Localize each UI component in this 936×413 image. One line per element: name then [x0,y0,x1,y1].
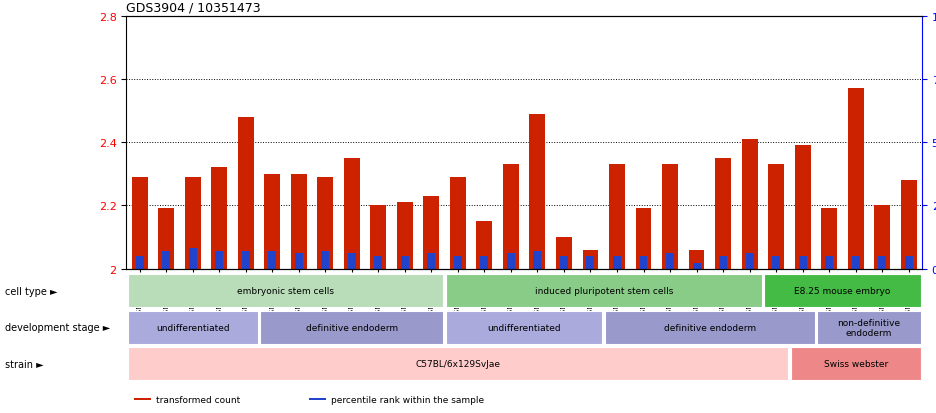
Bar [295,254,302,269]
Bar [158,209,174,269]
Bar [636,209,651,269]
Bar [848,89,864,269]
Text: development stage ►: development stage ► [5,323,110,332]
Bar [662,165,678,269]
Bar [264,174,280,269]
Bar [768,165,784,269]
Text: E8.25 mouse embryo: E8.25 mouse embryo [795,287,890,296]
Text: definitive endoderm: definitive endoderm [664,323,756,332]
Bar [348,254,356,269]
Bar [241,251,250,269]
Bar [826,256,833,269]
Bar [215,251,223,269]
FancyBboxPatch shape [817,311,921,344]
Bar [556,237,572,269]
Text: cell type ►: cell type ► [5,286,57,296]
Bar [613,256,621,269]
Bar [582,250,598,269]
Text: GDS3904 / 10351473: GDS3904 / 10351473 [126,2,261,14]
Bar [423,196,439,269]
Bar [454,256,461,269]
Text: transformed count: transformed count [155,394,240,404]
Bar [821,209,837,269]
FancyBboxPatch shape [446,275,762,308]
Bar [371,206,387,269]
Bar [772,256,780,269]
Bar [189,249,197,269]
Bar [741,140,757,269]
Bar [135,398,151,400]
Bar [795,146,811,269]
Bar [534,251,541,269]
Bar [401,256,409,269]
Bar [480,256,489,269]
Text: Swiss webster: Swiss webster [824,359,887,368]
Bar [310,398,326,400]
Bar [587,256,594,269]
Bar [317,178,333,269]
FancyBboxPatch shape [260,311,444,344]
Bar [666,254,674,269]
Text: percentile rank within the sample: percentile rank within the sample [330,394,484,404]
Text: C57BL/6x129SvJae: C57BL/6x129SvJae [416,359,501,368]
FancyBboxPatch shape [764,275,921,308]
Text: embryonic stem cells: embryonic stem cells [237,287,334,296]
Bar [719,256,727,269]
Bar [609,165,625,269]
Bar [136,256,143,269]
Bar [428,254,435,269]
Bar [162,251,170,269]
Text: non-definitive
endoderm: non-definitive endoderm [838,318,900,337]
Bar [450,178,466,269]
Bar [507,254,515,269]
Bar [639,256,648,269]
Bar [291,174,307,269]
Text: strain ►: strain ► [5,359,43,369]
Text: undifferentiated: undifferentiated [156,323,229,332]
Bar [344,159,359,269]
Bar [874,206,890,269]
Bar [900,180,916,269]
Text: definitive endoderm: definitive endoderm [306,323,398,332]
Bar [374,256,382,269]
Bar [476,221,492,269]
Bar [132,178,148,269]
Bar [212,168,227,269]
Text: induced pluripotent stem cells: induced pluripotent stem cells [534,287,673,296]
Bar [715,159,731,269]
Bar [798,256,807,269]
Text: undifferentiated: undifferentiated [488,323,561,332]
Bar [689,250,705,269]
Bar [693,264,700,269]
FancyBboxPatch shape [605,311,814,344]
FancyBboxPatch shape [127,347,788,380]
Bar [238,117,254,269]
Bar [503,165,519,269]
Bar [852,256,859,269]
Bar [530,114,546,269]
Bar [269,251,276,269]
FancyBboxPatch shape [127,311,257,344]
FancyBboxPatch shape [446,311,603,344]
FancyBboxPatch shape [127,275,444,308]
Bar [878,256,886,269]
Bar [560,256,568,269]
Bar [397,203,413,269]
Bar [905,256,913,269]
Bar [184,178,200,269]
Bar [321,251,329,269]
FancyBboxPatch shape [791,347,921,380]
Bar [746,254,753,269]
